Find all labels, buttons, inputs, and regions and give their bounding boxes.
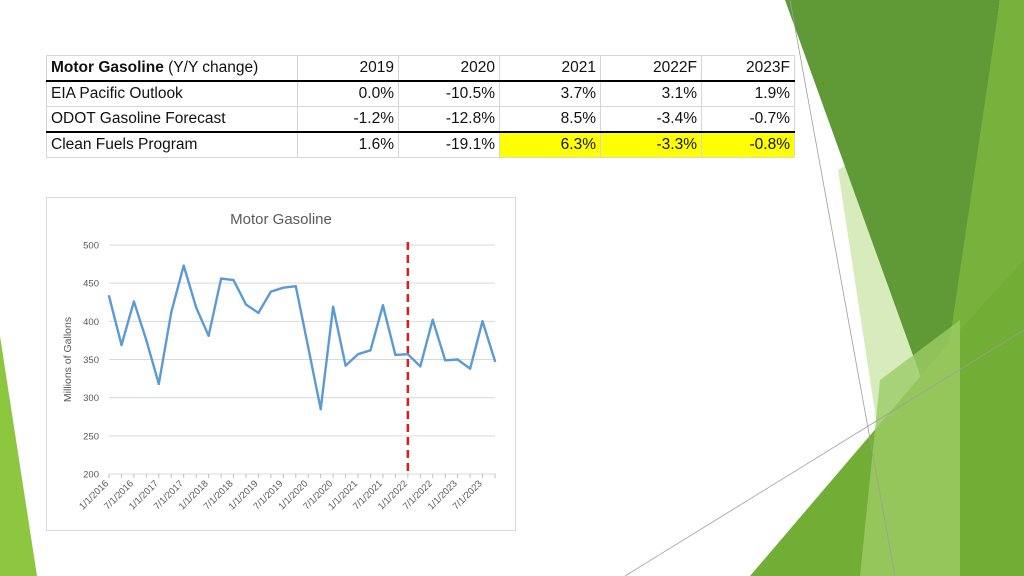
header-year: 2021 bbox=[499, 55, 601, 82]
header-year: 2023F bbox=[701, 55, 795, 82]
y-tick-label: 500 bbox=[83, 241, 99, 252]
table-cell: 8.5% bbox=[499, 106, 601, 133]
data-point bbox=[244, 303, 248, 306]
data-point bbox=[331, 305, 335, 309]
data-point bbox=[170, 310, 173, 314]
data-point bbox=[319, 407, 322, 411]
y-tick-label: 250 bbox=[83, 431, 99, 442]
header-year: 2019 bbox=[297, 55, 399, 82]
table-cell: 1.6% bbox=[297, 131, 399, 158]
data-point bbox=[456, 358, 459, 361]
data-point bbox=[419, 365, 422, 368]
y-tick-label: 300 bbox=[83, 393, 99, 404]
data-point bbox=[232, 278, 235, 282]
data-point bbox=[294, 285, 297, 288]
thin-line-decoration bbox=[624, 329, 1024, 576]
y-tick-label: 200 bbox=[83, 470, 99, 481]
data-point bbox=[257, 311, 260, 315]
data-point bbox=[394, 353, 397, 357]
forecast-table: Motor Gasoline (Y/Y change) 2019 2020 20… bbox=[46, 55, 795, 158]
green-right-dark-shape bbox=[785, 0, 1000, 430]
data-point bbox=[132, 300, 136, 303]
table-row: EIA Pacific Outlook 0.0% -10.5% 3.7% 3.1… bbox=[46, 80, 795, 107]
table-header-label: Motor Gasoline (Y/Y change) bbox=[46, 55, 298, 82]
table-cell: 1.9% bbox=[701, 80, 795, 107]
data-point bbox=[219, 277, 223, 280]
data-point bbox=[443, 359, 447, 362]
data-point bbox=[207, 334, 210, 338]
data-point bbox=[431, 318, 434, 322]
table-cell: -1.2% bbox=[297, 106, 399, 133]
data-point bbox=[493, 359, 497, 363]
y-axis-label: Millions of Gallons bbox=[62, 317, 74, 402]
table-cell: 3.1% bbox=[600, 80, 702, 107]
row-label: ODOT Gasoline Forecast bbox=[46, 106, 298, 133]
data-point bbox=[468, 367, 472, 370]
row-label: Clean Fuels Program bbox=[46, 131, 298, 158]
data-point bbox=[145, 339, 148, 342]
chart-canvas: Motor Gasoline Millions of Gallons 200 250 3… bbox=[62, 211, 497, 512]
table-cell: 3.7% bbox=[499, 80, 601, 107]
data-point bbox=[344, 364, 347, 367]
y-tick-label: 450 bbox=[83, 279, 99, 290]
data-point bbox=[369, 349, 372, 352]
highlighted-cell: -0.8% bbox=[701, 131, 795, 158]
data-point bbox=[307, 346, 310, 349]
table-cell: -3.4% bbox=[600, 106, 702, 133]
data-point bbox=[481, 320, 484, 323]
table-row: ODOT Gasoline Forecast -1.2% -12.8% 8.5%… bbox=[46, 106, 795, 133]
motor-gasoline-chart: Motor Gasoline Millions of Gallons 200 250 3… bbox=[46, 197, 516, 531]
table-cell: -0.7% bbox=[701, 106, 795, 133]
table-header-row: Motor Gasoline (Y/Y change) 2019 2020 20… bbox=[46, 55, 795, 82]
row-label: EIA Pacific Outlook bbox=[46, 80, 298, 107]
y-tick-label: 350 bbox=[83, 355, 99, 366]
table-row: Clean Fuels Program 1.6% -19.1% 6.3% -3.… bbox=[46, 131, 795, 158]
thin-line-decoration bbox=[789, 0, 896, 576]
header-label-rest: (Y/Y change) bbox=[163, 59, 259, 76]
highlighted-cell: 6.3% bbox=[499, 131, 601, 158]
data-point bbox=[269, 290, 273, 293]
series-line bbox=[107, 264, 497, 411]
data-point bbox=[406, 352, 410, 356]
header-year: 2020 bbox=[398, 55, 500, 82]
header-label-bold: Motor Gasoline bbox=[51, 59, 164, 76]
table-cell: -12.8% bbox=[398, 106, 500, 133]
data-point bbox=[356, 352, 360, 356]
green-bottom-light-shape bbox=[860, 320, 960, 576]
data-point bbox=[182, 264, 185, 267]
header-year: 2022F bbox=[600, 55, 702, 82]
table-cell: 0.0% bbox=[297, 80, 399, 107]
highlighted-cell: -3.3% bbox=[600, 131, 702, 158]
y-tick-label: 400 bbox=[83, 317, 99, 328]
data-point bbox=[157, 382, 161, 386]
table-cell: -10.5% bbox=[398, 80, 500, 107]
data-point bbox=[107, 294, 111, 298]
data-point bbox=[194, 306, 198, 309]
data-point bbox=[120, 343, 123, 347]
data-point bbox=[282, 286, 285, 289]
green-left-shape bbox=[0, 336, 37, 576]
table-cell: -19.1% bbox=[398, 131, 500, 158]
chart-title: Motor Gasoline bbox=[230, 211, 332, 228]
data-point bbox=[381, 304, 385, 307]
